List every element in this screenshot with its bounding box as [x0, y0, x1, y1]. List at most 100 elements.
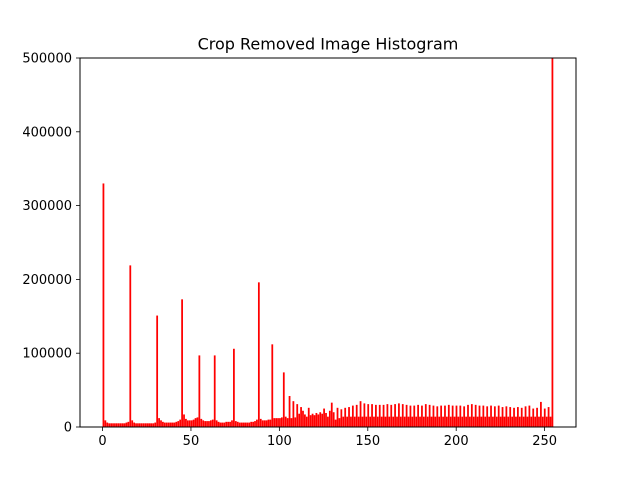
histogram-bar	[142, 423, 145, 427]
histogram-bar	[171, 422, 174, 427]
histogram-bar	[421, 405, 423, 427]
histogram-bar	[480, 416, 483, 427]
histogram-bar	[183, 414, 185, 427]
histogram-bar	[398, 403, 400, 427]
histogram-bar	[144, 423, 147, 427]
histogram-bar	[208, 421, 210, 427]
histogram-bar	[419, 416, 421, 427]
histogram-bar	[332, 412, 335, 427]
histogram-bar	[451, 405, 454, 427]
histogram-bar	[361, 416, 364, 427]
histogram-bar	[210, 420, 212, 427]
histogram-bar	[338, 418, 341, 427]
histogram-bar	[263, 420, 266, 427]
histogram-bar	[351, 405, 354, 427]
histogram-bar	[280, 417, 283, 427]
histogram-bar	[112, 423, 114, 427]
histogram-bar	[300, 407, 302, 427]
histogram-bar	[380, 416, 383, 427]
histogram-bar	[146, 423, 149, 427]
y-axis-ticks: 0 100000 200000 300000 400000 500000	[22, 52, 80, 436]
histogram-bar	[298, 413, 301, 427]
histogram-bar	[311, 413, 314, 427]
histogram-bar	[509, 407, 512, 427]
histogram-bar	[495, 416, 498, 427]
histogram-bar	[185, 418, 187, 427]
histogram-bar	[160, 420, 162, 427]
histogram-bar	[484, 416, 487, 427]
histogram-bar	[449, 416, 452, 427]
histogram-bar	[114, 423, 116, 427]
histogram-bar	[238, 422, 241, 427]
histogram-bar	[223, 422, 226, 427]
histogram-bar	[327, 416, 329, 427]
histogram-bar	[413, 405, 416, 427]
histogram-bar	[353, 416, 356, 427]
histogram-bar	[401, 404, 404, 427]
histogram-bar	[470, 404, 473, 427]
histogram-bar	[106, 422, 109, 427]
histogram-bar	[256, 419, 258, 427]
histogram-bar	[265, 420, 268, 427]
histogram-bar	[131, 420, 134, 427]
histogram-bar	[467, 404, 469, 427]
histogram-bar	[242, 422, 245, 427]
histogram-bar	[455, 405, 458, 427]
histogram-bar	[490, 405, 492, 427]
histogram-bar	[469, 416, 471, 427]
histogram-bar	[503, 416, 506, 427]
histogram-bar	[196, 417, 199, 427]
histogram-bar	[436, 406, 439, 427]
histogram-bar	[486, 406, 489, 427]
histogram-bar	[545, 416, 548, 427]
histogram-bar	[137, 423, 139, 427]
histogram-bar	[213, 355, 216, 427]
histogram-bar	[522, 416, 525, 427]
histogram-bar	[296, 404, 299, 427]
histogram-bar	[376, 416, 379, 427]
histogram-bar	[515, 416, 517, 427]
histogram-bar	[163, 422, 166, 427]
histogram-bar	[231, 420, 233, 427]
histogram-bar	[517, 407, 519, 427]
histogram-bar	[363, 403, 366, 427]
histogram-bar	[499, 416, 502, 427]
histogram-bar	[384, 416, 387, 427]
histogram-bar	[156, 315, 159, 427]
histogram-bar	[129, 265, 132, 427]
histogram-bar	[323, 408, 325, 427]
histogram-bar	[292, 401, 295, 427]
histogram-bar	[501, 407, 504, 427]
histogram-bar	[346, 416, 348, 427]
histogram-bar	[117, 423, 120, 427]
histogram-bar	[359, 401, 362, 427]
histogram-bar	[336, 407, 339, 427]
histogram-bar	[409, 405, 412, 427]
histogram-bar	[175, 421, 178, 427]
histogram-bar	[177, 421, 180, 427]
x-tick-label: 0	[98, 434, 106, 449]
x-axis-ticks: 0 50 100 150 200 250	[98, 427, 557, 449]
histogram-bar	[520, 407, 523, 427]
histogram-bar	[442, 416, 444, 427]
histogram-bar	[104, 420, 107, 427]
histogram-bar	[202, 420, 205, 427]
x-tick-label: 50	[183, 434, 200, 449]
histogram-bar	[279, 418, 281, 427]
histogram-bar	[540, 401, 542, 427]
histogram-bar	[507, 416, 510, 427]
histogram-bar	[478, 405, 481, 427]
histogram-bar	[426, 416, 429, 427]
histogram-bar	[158, 418, 160, 427]
histogram-bar	[417, 404, 419, 427]
histogram-bar	[140, 423, 143, 427]
histogram-bar	[261, 420, 264, 427]
histogram-bar	[321, 413, 324, 427]
histogram-bar	[438, 416, 441, 427]
histogram-bar	[315, 412, 318, 427]
y-tick-label: 300000	[22, 199, 72, 214]
histogram-bar	[365, 416, 368, 427]
histogram-bar	[432, 405, 435, 427]
histogram-bar	[252, 421, 254, 427]
